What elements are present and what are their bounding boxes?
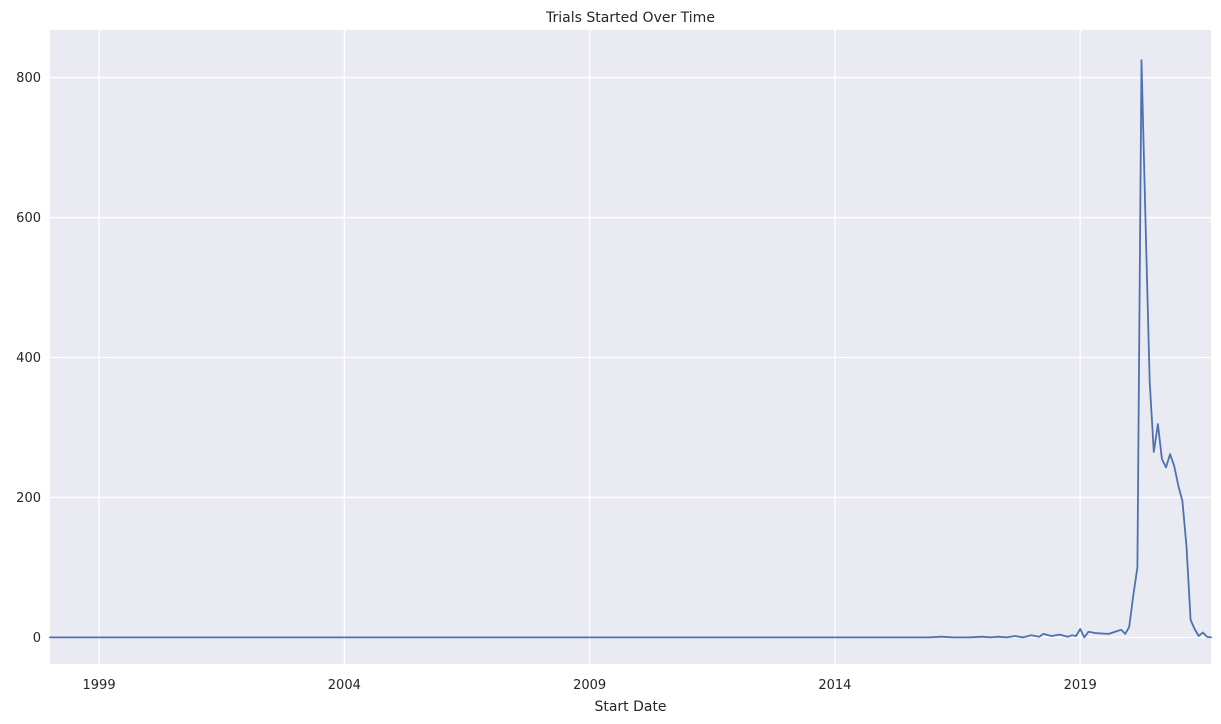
y-axis-ticks: 0 200 400 600 800 bbox=[16, 71, 41, 646]
y-tick-label: 0 bbox=[33, 631, 41, 646]
y-tick-label: 800 bbox=[16, 71, 41, 86]
x-axis-label: Start Date bbox=[594, 699, 666, 715]
x-tick-label: 1999 bbox=[83, 678, 116, 693]
plot-area bbox=[50, 30, 1211, 664]
y-tick-label: 400 bbox=[16, 351, 41, 366]
chart-title: Trials Started Over Time bbox=[545, 10, 715, 26]
x-tick-label: 2009 bbox=[573, 678, 606, 693]
gridlines bbox=[50, 30, 1211, 664]
y-tick-label: 200 bbox=[16, 491, 41, 506]
x-tick-label: 2019 bbox=[1064, 678, 1097, 693]
x-axis-ticks: 1999 2004 2009 2014 2019 bbox=[83, 678, 1097, 693]
x-tick-label: 2014 bbox=[818, 678, 851, 693]
x-tick-label: 2004 bbox=[328, 678, 361, 693]
series-line bbox=[49, 59, 1212, 639]
y-tick-label: 600 bbox=[16, 211, 41, 226]
series-layer bbox=[49, 59, 1212, 639]
